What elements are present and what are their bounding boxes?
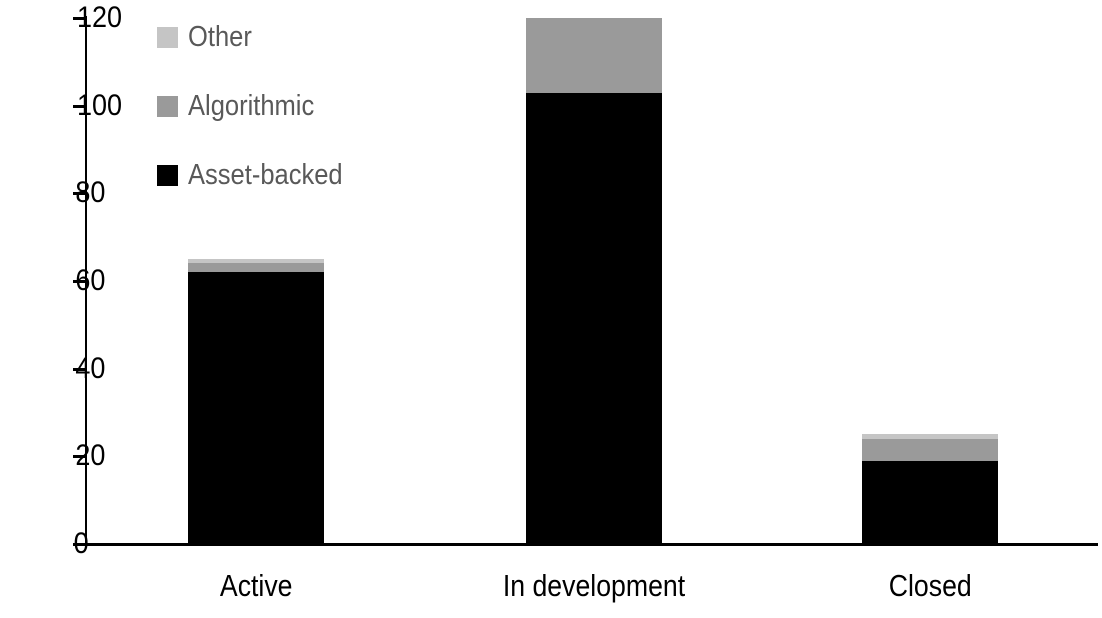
y-tick-mark xyxy=(73,104,86,108)
y-tick-mark xyxy=(73,367,86,371)
legend-label: Algorithmic xyxy=(188,90,315,122)
bar-segment-other xyxy=(862,434,998,439)
y-tick-mark xyxy=(73,17,86,20)
x-category-label: In development xyxy=(502,568,686,603)
legend-item-other: Other xyxy=(157,17,364,58)
legend-item-asset-backed: Asset-backed xyxy=(157,155,364,196)
y-tick-mark xyxy=(73,192,86,196)
bar-segment-asset-backed xyxy=(526,92,662,544)
y-tick-mark xyxy=(73,543,86,546)
y-tick-mark xyxy=(73,455,86,459)
bar-segment-asset-backed xyxy=(188,272,324,544)
y-tick-mark xyxy=(73,280,86,283)
chart-legend: Other Algorithmic Asset-backed xyxy=(157,17,364,224)
x-category-label: Active xyxy=(219,568,293,603)
legend-item-algorithmic: Algorithmic xyxy=(157,86,364,127)
bar-segment-other xyxy=(188,259,324,264)
bar-segment-asset-backed xyxy=(862,460,998,544)
bar-segment-algorithmic xyxy=(862,438,998,461)
bar-segment-algorithmic xyxy=(526,18,662,93)
bar-closed xyxy=(862,434,998,544)
legend-swatch-icon xyxy=(157,96,178,117)
bar-active xyxy=(188,259,324,544)
bar-in-development xyxy=(526,18,662,544)
x-category-label: Closed xyxy=(888,568,972,603)
bar-segment-algorithmic xyxy=(188,263,324,273)
legend-label: Asset-backed xyxy=(188,159,343,191)
legend-swatch-icon xyxy=(157,27,178,48)
y-axis-line xyxy=(85,16,87,546)
legend-label: Other xyxy=(188,21,252,53)
legend-swatch-icon xyxy=(157,165,178,186)
x-axis-line xyxy=(85,543,1098,546)
